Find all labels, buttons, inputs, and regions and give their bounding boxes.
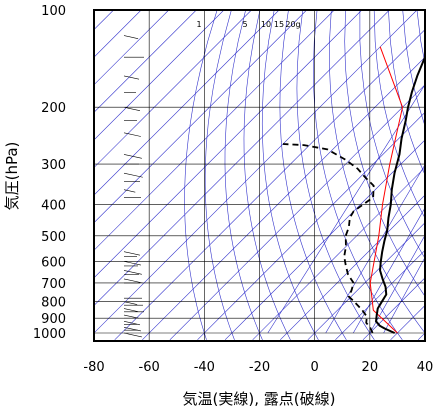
isotherm-line bbox=[169, 84, 425, 341]
x-tick-labels: -80 -60 -40 -20 0 20 40 bbox=[83, 360, 433, 375]
isotherm-line bbox=[94, 10, 335, 251]
dry-adiabat-line bbox=[329, 10, 425, 334]
wind-barb bbox=[123, 270, 142, 275]
dewpoint-line bbox=[282, 143, 375, 334]
isotherm-line bbox=[94, 10, 363, 279]
isotherm-line bbox=[280, 194, 425, 341]
mixing-ratio-label: 15 bbox=[274, 20, 284, 29]
mixing-ratio-label: 20g bbox=[285, 20, 300, 29]
y-tick-label: 900 bbox=[41, 312, 66, 327]
isotherm-line bbox=[114, 29, 425, 341]
isotherm-line bbox=[94, 10, 390, 306]
y-tick-label: 1000 bbox=[33, 327, 66, 342]
y-tick-label: 800 bbox=[41, 296, 66, 311]
isotherm-line bbox=[94, 10, 252, 168]
y-tick-label: 700 bbox=[41, 277, 66, 292]
y-tick-label: 500 bbox=[41, 230, 66, 245]
x-tick-label: -80 bbox=[83, 360, 104, 375]
wind-barb bbox=[123, 278, 143, 284]
isotherm-line bbox=[307, 222, 425, 341]
wind-barb bbox=[123, 326, 141, 332]
wind-barb bbox=[123, 106, 141, 112]
mixing-ratio-line bbox=[383, 256, 425, 334]
isotherm-line bbox=[94, 10, 280, 196]
mixing-ratio-line bbox=[353, 207, 425, 334]
wind-barb bbox=[123, 332, 142, 338]
isotherm-line bbox=[94, 10, 307, 224]
mixing-ratio-label: 10 bbox=[261, 20, 271, 29]
dry-adiabat-line bbox=[204, 10, 235, 340]
temperature-line bbox=[375, 55, 425, 334]
y-axis-label: 気圧(hPa) bbox=[3, 142, 21, 211]
isotherm-line bbox=[197, 111, 425, 341]
dry-adiabat-line bbox=[344, 10, 425, 297]
mixing-ratio-label: 1 bbox=[196, 20, 201, 29]
isotherm-line bbox=[94, 10, 197, 113]
dry-adiabat-line bbox=[224, 10, 263, 340]
mixing-ratio-labels: 1 5 10 15 20g bbox=[196, 20, 300, 29]
dry-adiabat-line bbox=[279, 10, 347, 341]
y-tick-label: 400 bbox=[41, 198, 66, 213]
wind-barb bbox=[123, 172, 143, 178]
wind-barb bbox=[123, 35, 139, 39]
profiles bbox=[282, 46, 425, 334]
y-tick-label: 200 bbox=[41, 101, 66, 116]
mixing-ratio-label: 5 bbox=[242, 20, 247, 29]
y-tick-label: 300 bbox=[41, 158, 66, 173]
x-tick-label: -20 bbox=[249, 360, 270, 375]
isotherm-line bbox=[94, 10, 169, 86]
x-tick-label: 20 bbox=[362, 360, 379, 375]
wind-barbs bbox=[123, 10, 144, 338]
isotherm-line bbox=[252, 167, 425, 341]
dry-adiabat-line bbox=[373, 10, 425, 219]
dry-adiabat-line bbox=[184, 10, 218, 340]
mixing-ratio-line bbox=[325, 164, 425, 334]
mixing-ratio-line bbox=[369, 234, 425, 334]
x-tick-label: 0 bbox=[311, 360, 319, 375]
dry-adiabat-line bbox=[388, 10, 425, 176]
wind-barb bbox=[123, 154, 142, 159]
wind-barb bbox=[123, 321, 141, 326]
pressure-grid bbox=[94, 10, 425, 341]
reference-lapse-line bbox=[369, 46, 404, 334]
isotherm-line bbox=[224, 139, 425, 341]
isotherm-line bbox=[94, 10, 142, 58]
x-tick-label: -60 bbox=[139, 360, 160, 375]
wind-barb bbox=[123, 132, 141, 137]
dry-adiabat-line bbox=[261, 10, 319, 340]
y-tick-label: 100 bbox=[41, 4, 66, 19]
dry-adiabat-line bbox=[296, 10, 375, 341]
wind-barb bbox=[123, 251, 141, 256]
wind-barb bbox=[123, 261, 141, 266]
dry-adiabat-line bbox=[359, 10, 425, 259]
wind-barb bbox=[123, 301, 138, 305]
plot-frame bbox=[93, 9, 426, 342]
dry-adiabat-line bbox=[313, 10, 403, 341]
isotherm-line bbox=[142, 56, 425, 341]
wind-barb bbox=[123, 189, 136, 193]
x-axis-label: 気温(実線), 露点(破線) bbox=[183, 390, 336, 408]
wind-barb bbox=[123, 314, 140, 319]
isotherm-line bbox=[94, 10, 418, 334]
wind-barb bbox=[123, 75, 140, 80]
wind-barb bbox=[123, 308, 139, 312]
isotherm-adiabat-lines bbox=[94, 10, 435, 341]
isotherm-line bbox=[335, 249, 425, 341]
x-tick-label: -40 bbox=[194, 360, 215, 375]
x-tick-label: 40 bbox=[417, 360, 434, 375]
isotherm-line bbox=[94, 10, 225, 141]
dry-adiabat-line bbox=[431, 10, 435, 340]
isotherm-line bbox=[362, 277, 425, 341]
y-tick-label: 600 bbox=[41, 255, 66, 270]
dry-adiabat-line bbox=[243, 10, 291, 340]
